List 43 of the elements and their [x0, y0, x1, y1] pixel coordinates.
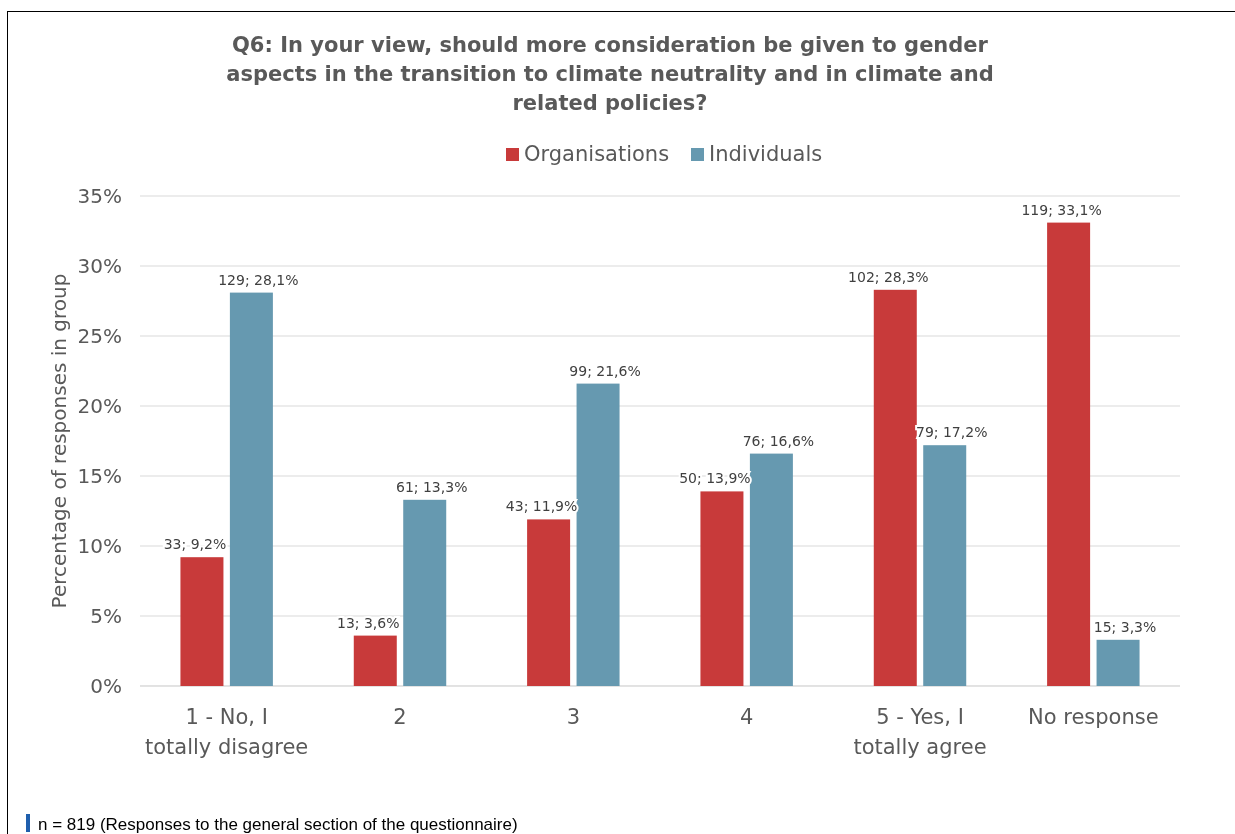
bar [1096, 639, 1140, 686]
data-label: 76; 16,6% [742, 432, 815, 449]
x-tick-label: 1 - No, I totally disagree [145, 705, 309, 759]
data-label: 102; 28,3% [848, 268, 929, 285]
legend-label: Organisations [524, 142, 670, 166]
y-tick-label: 15% [77, 464, 122, 488]
bar [229, 292, 273, 686]
bar [576, 383, 620, 686]
bar [1047, 222, 1091, 686]
bar [923, 445, 967, 686]
data-label: 15; 3,3% [1093, 618, 1157, 635]
bar [180, 557, 224, 686]
y-tick-label: 25% [77, 324, 122, 348]
bar [353, 635, 397, 686]
data-label: 43; 11,9% [505, 498, 578, 515]
x-tick-label: 2 [393, 705, 407, 729]
y-tick-label: 35% [77, 184, 122, 208]
y-tick-label: 0% [90, 674, 122, 698]
bar [749, 453, 793, 686]
y-tick-label: 10% [77, 534, 122, 558]
x-tick-label: 4 [739, 705, 754, 729]
legend-label: Individuals [709, 142, 823, 166]
data-label: 129; 28,1% [218, 271, 299, 288]
chart-title: Q6: In your view, should more consideration be given to gender aspects in the transition to climate neutrality and in climate and related policies? [226, 33, 994, 115]
bar [527, 519, 571, 686]
bar [873, 289, 917, 686]
bar [403, 499, 447, 686]
x-tick-label: 5 - Yes, I totally agree [853, 705, 987, 759]
y-tick-label: 30% [77, 254, 122, 278]
data-label: 99; 21,6% [569, 362, 641, 379]
y-tick-label: 5% [90, 604, 122, 628]
text: n = 819 (Responses to the general section of the questionnaire) [38, 815, 518, 834]
data-label: 13; 3,6% [336, 614, 400, 631]
data-label: 33; 9,2% [163, 536, 227, 553]
data-label: 119; 33,1% [1021, 201, 1102, 218]
data-label: 61; 13,3% [395, 478, 468, 495]
x-tick-label: No response [1028, 705, 1159, 729]
data-label: 50; 13,9% [679, 470, 751, 487]
y-tick-label: 20% [77, 394, 122, 418]
y-axis-title: Percentage of responses in group [47, 273, 71, 609]
x-tick-label: 3 [566, 705, 581, 729]
data-label: 79; 17,2% [915, 424, 988, 441]
bar [700, 491, 744, 686]
